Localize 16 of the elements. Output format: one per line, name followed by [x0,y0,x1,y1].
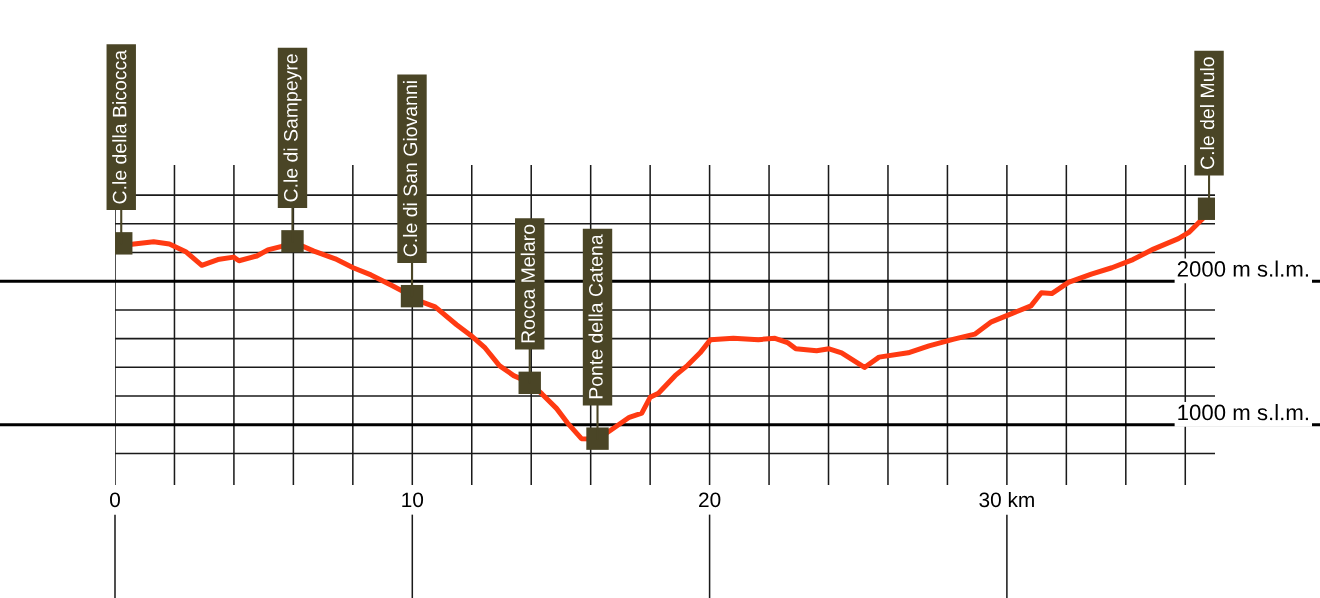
x-tick-label: 10 [402,492,424,508]
point [518,371,541,395]
annotation: C.le del Mulo [1199,57,1215,169]
x-tick-label: 30 km [979,491,1034,508]
point [586,427,609,450]
annotation: C.le della Bicocca [112,49,127,204]
point [281,230,304,253]
ref-line-label: 1000 m s.l.m. [1178,404,1308,421]
x-tick-label: 0 [110,492,120,508]
annotation: C.le di Sampeyre [283,54,302,202]
point [400,284,424,308]
annotation: C.le di San Giovanni [402,81,418,257]
annotation: Rocca Melaro [520,224,535,343]
annotation: Ponte della Catena [588,234,603,399]
x-tick-label: 20 [699,492,721,508]
ref-line-label: 2000 m s.l.m. [1177,260,1308,277]
